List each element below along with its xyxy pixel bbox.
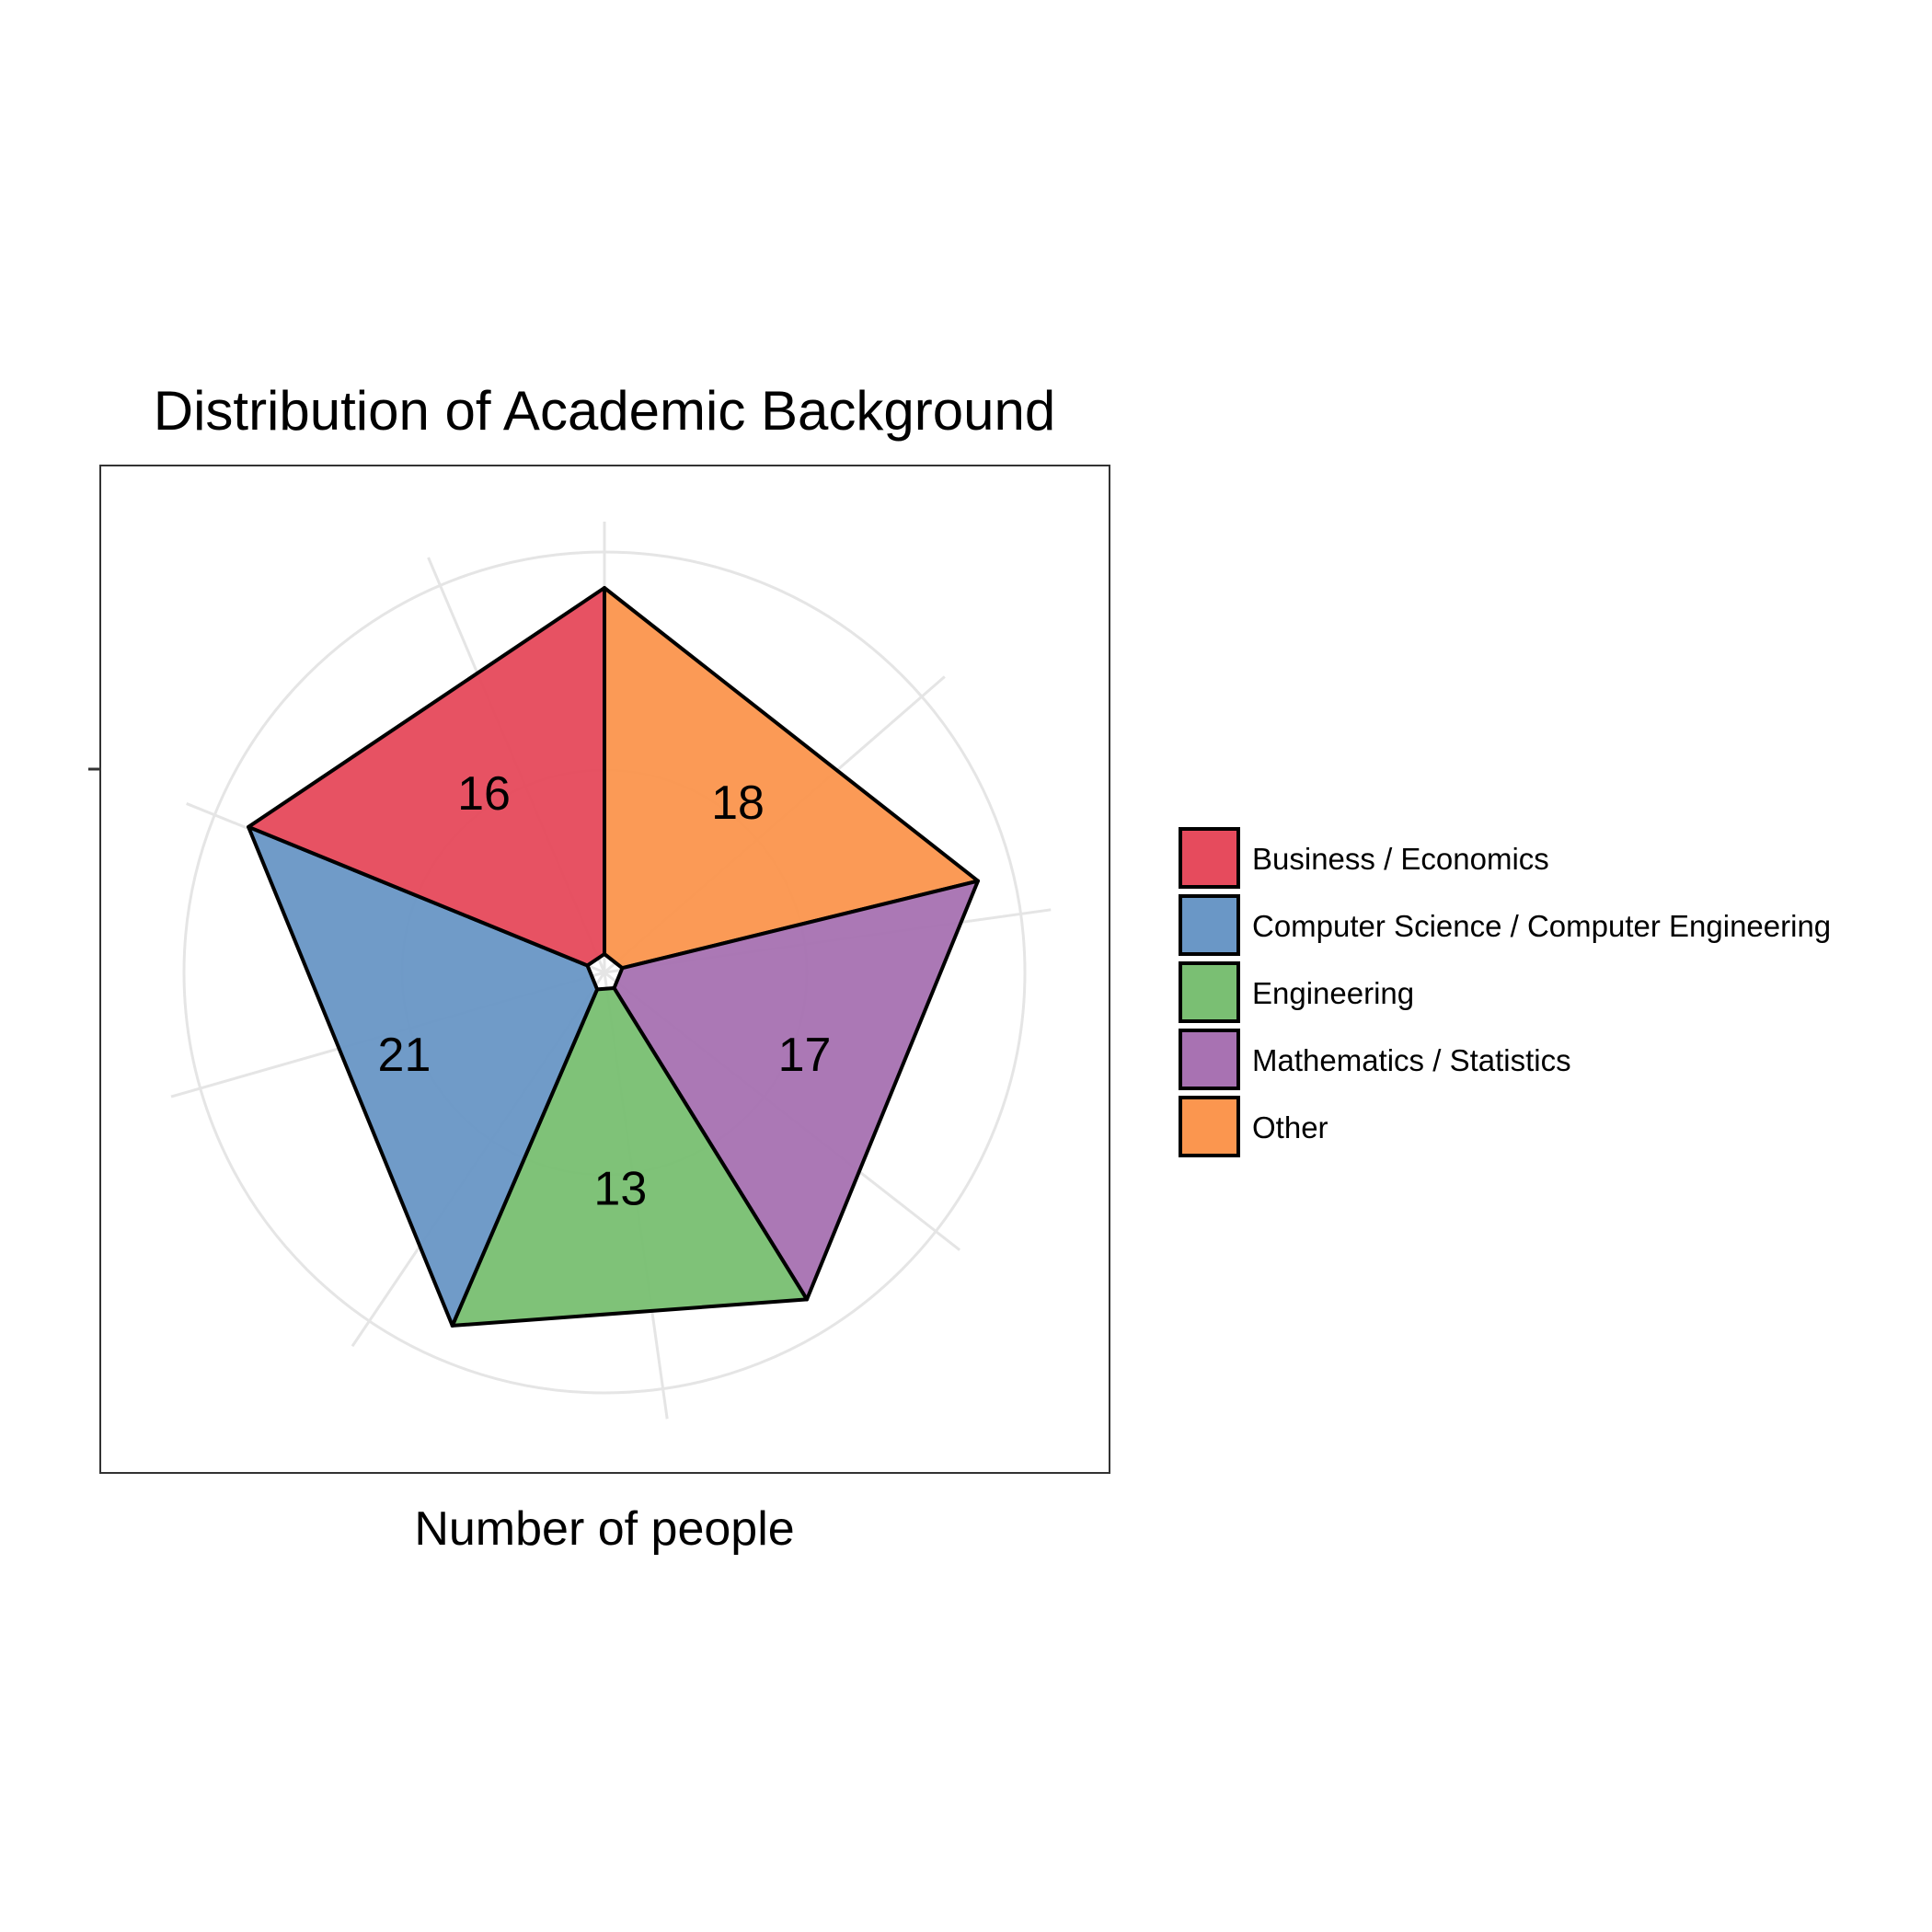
slice-label-mathematics-statistics: 17 bbox=[778, 1029, 832, 1082]
legend-swatch-engineering bbox=[1179, 961, 1240, 1023]
x-axis-label: Number of people bbox=[414, 1502, 794, 1556]
legend-label-mathematics-statistics: Mathematics / Statistics bbox=[1252, 1043, 1571, 1077]
legend-swatch-other bbox=[1179, 1096, 1240, 1157]
legend-label-computer-science-computer-engineering: Computer Science / Computer Engineering bbox=[1252, 909, 1831, 943]
legend-swatch-computer-science-computer-engineering bbox=[1179, 894, 1240, 956]
slice-label-engineering: 13 bbox=[593, 1162, 647, 1215]
slice-labels: 18 17 13 21 16 bbox=[378, 767, 832, 1215]
legend: Business / Economics Computer Science / C… bbox=[1179, 827, 1831, 1157]
pie-slice-business-economics bbox=[247, 586, 606, 968]
slice-label-other: 18 bbox=[711, 776, 765, 830]
chart-title: Distribution of Academic Background bbox=[154, 380, 1056, 442]
slice-label-business-economics: 16 bbox=[457, 767, 511, 821]
legend-swatch-mathematics-statistics bbox=[1179, 1029, 1240, 1090]
legend-label-business-economics: Business / Economics bbox=[1252, 842, 1549, 876]
slice-label-computer-science-computer-engineering: 21 bbox=[378, 1029, 431, 1082]
legend-label-engineering: Engineering bbox=[1252, 976, 1414, 1010]
legend-swatch-business-economics bbox=[1179, 827, 1240, 889]
pie-slices bbox=[247, 586, 980, 1328]
legend-label-other: Other bbox=[1252, 1110, 1328, 1144]
